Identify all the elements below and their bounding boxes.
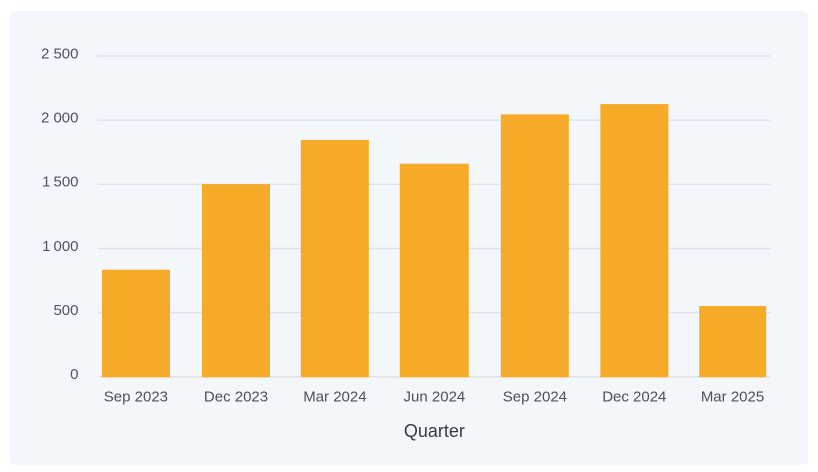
svg-text:Jun 2024: Jun 2024 xyxy=(404,389,466,406)
svg-text:Sep 2023: Sep 2023 xyxy=(104,389,168,406)
svg-text:1 000: 1 000 xyxy=(42,238,78,255)
svg-text:Mar 2025: Mar 2025 xyxy=(701,389,764,406)
svg-text:500: 500 xyxy=(53,302,78,319)
svg-text:Dec 2024: Dec 2024 xyxy=(602,389,666,406)
svg-text:Quarter: Quarter xyxy=(404,421,465,441)
svg-text:1 500: 1 500 xyxy=(42,174,78,191)
svg-text:Sep 2024: Sep 2024 xyxy=(503,389,567,406)
svg-text:0: 0 xyxy=(70,366,78,383)
svg-text:Dec 2023: Dec 2023 xyxy=(204,389,268,406)
svg-text:2 500: 2 500 xyxy=(41,45,79,62)
svg-text:2 000: 2 000 xyxy=(41,110,79,127)
svg-text:Mar 2024: Mar 2024 xyxy=(303,389,366,406)
